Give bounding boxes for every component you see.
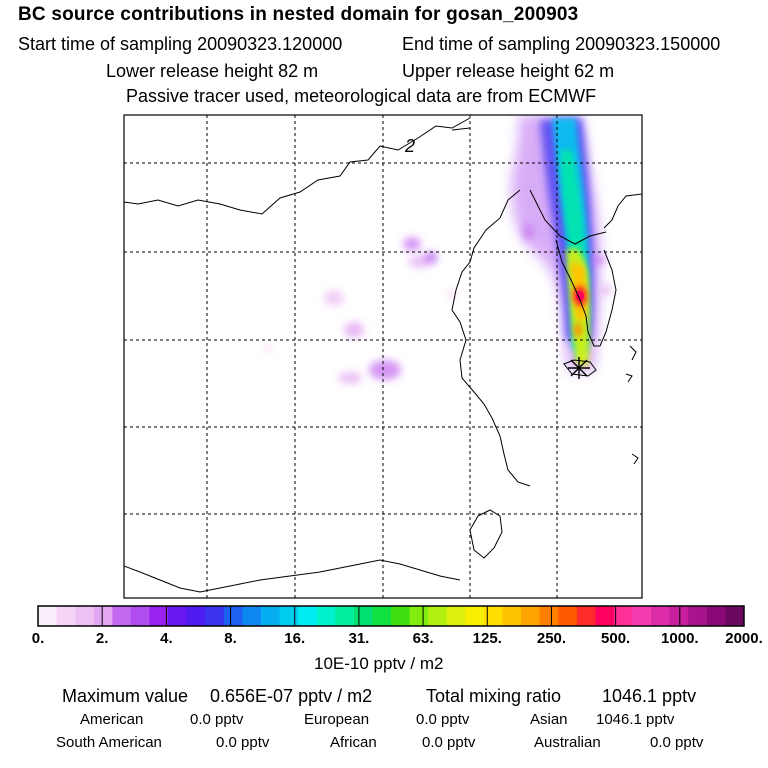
contour-label: 2: [404, 136, 415, 156]
colorbar-swatch: [558, 606, 578, 626]
colorbar-swatch: [613, 606, 634, 626]
colorbar-swatch: [56, 606, 76, 626]
colorbar-swatch: [409, 606, 429, 626]
colorbar-swatch: [112, 606, 132, 626]
american-label: American: [80, 711, 144, 728]
colorbar-swatch: [279, 606, 299, 626]
colorbar-swatch: [391, 606, 411, 626]
colorbar-tick-label: 8.: [224, 630, 237, 647]
australian-label: Australian: [534, 734, 601, 751]
colorbar-swatch: [316, 606, 336, 626]
colorbar-swatch: [298, 606, 318, 626]
max-value: 0.656E-07 pptv / m2: [210, 686, 373, 706]
american-value: 0.0 pptv: [190, 711, 244, 728]
colorbar-swatch: [38, 606, 58, 626]
colorbar-swatch: [688, 606, 708, 626]
colorbar-swatch: [706, 606, 726, 626]
colorbar-swatch: [205, 606, 225, 626]
colorbar-tick-label: 1000.: [661, 630, 699, 647]
colorbar-swatch: [353, 606, 373, 626]
colorbar-tick-label: 2.: [95, 630, 109, 647]
african-value: 0.0 pptv: [422, 734, 476, 751]
australian-value: 0.0 pptv: [650, 734, 704, 751]
colorbar-swatch: [223, 606, 243, 626]
colorbar-swatch: [576, 606, 596, 626]
lower-release-height: Lower release height 82 m: [106, 61, 319, 81]
colorbar-tick-label: 125.: [472, 630, 502, 647]
colorbar-swatch: [130, 606, 150, 626]
colorbar-swatch: [725, 606, 745, 626]
colorbar-swatch: [75, 606, 95, 626]
colorbar-swatch: [372, 606, 392, 626]
colorbar-tick-label: 500.: [601, 630, 631, 647]
tracer-patches: [263, 223, 612, 384]
receptor-star-icon: [568, 357, 590, 379]
colorbar-tick-label: 63.: [412, 630, 434, 647]
european-label: European: [304, 711, 370, 728]
colorbar-swatch: [428, 606, 448, 626]
colorbar-tick-label: 4.: [160, 630, 173, 647]
colorbar-swatch: [465, 606, 485, 626]
asian-label: Asian: [530, 711, 568, 728]
tracer-note: Passive tracer used, meteorological data…: [126, 86, 597, 106]
end-time-label: End time of sampling 20090323.150000: [402, 34, 721, 54]
colorbar-swatch: [93, 606, 113, 626]
asian-value: 1046.1 pptv: [596, 711, 675, 728]
colorbar-swatch: [149, 606, 169, 626]
colorbar-swatch: [502, 606, 522, 626]
lat-lon-grid: [124, 115, 642, 598]
colorbar-tick-label: 16.: [284, 630, 306, 647]
colorbar-swatch: [335, 606, 355, 626]
max-value-label: Maximum value: [62, 686, 189, 706]
colorbar-swatch: [186, 606, 206, 626]
start-time-label: Start time of sampling 20090323.120000: [18, 34, 343, 54]
colorbar-swatch: [669, 606, 689, 626]
colorbar-units: 10E-10 pptv / m2: [314, 654, 444, 673]
total-mixing-value: 1046.1 pptv: [602, 686, 697, 706]
colorbar-swatch: [595, 606, 615, 626]
colorbar-swatch: [168, 606, 188, 626]
map-border: [123, 114, 643, 599]
colorbar-swatch: [483, 606, 503, 626]
south-american-label: South American: [56, 734, 162, 751]
concentration-plume: [511, 115, 601, 372]
colorbar-swatch: [446, 606, 466, 626]
south-american-value: 0.0 pptv: [216, 734, 270, 751]
european-value: 0.0 pptv: [416, 711, 470, 728]
colorbar-swatch: [651, 606, 671, 626]
colorbar-tick-label: 0.: [31, 630, 45, 647]
colorbar-border: [37, 605, 745, 627]
colorbar-tick-label: 250.: [536, 630, 567, 647]
colorbar-swatch: [260, 606, 281, 626]
colorbar-tick-label: 31.: [348, 630, 370, 647]
map-panel: 2: [123, 114, 643, 599]
plot-title: BC source contributions in nested domain…: [18, 4, 579, 25]
african-label: African: [330, 734, 377, 751]
colorbar-tick-label: 2000.: [725, 630, 763, 647]
colorbar-swatch: [521, 606, 541, 626]
colorbar-swatch: [632, 606, 652, 626]
colorbar-swatch: [539, 606, 559, 626]
total-mixing-label: Total mixing ratio: [426, 686, 562, 706]
colorbar-swatch: [242, 606, 262, 626]
colorbar: [37, 605, 745, 627]
upper-release-height: Upper release height 62 m: [402, 61, 615, 81]
coastlines: [124, 117, 642, 593]
